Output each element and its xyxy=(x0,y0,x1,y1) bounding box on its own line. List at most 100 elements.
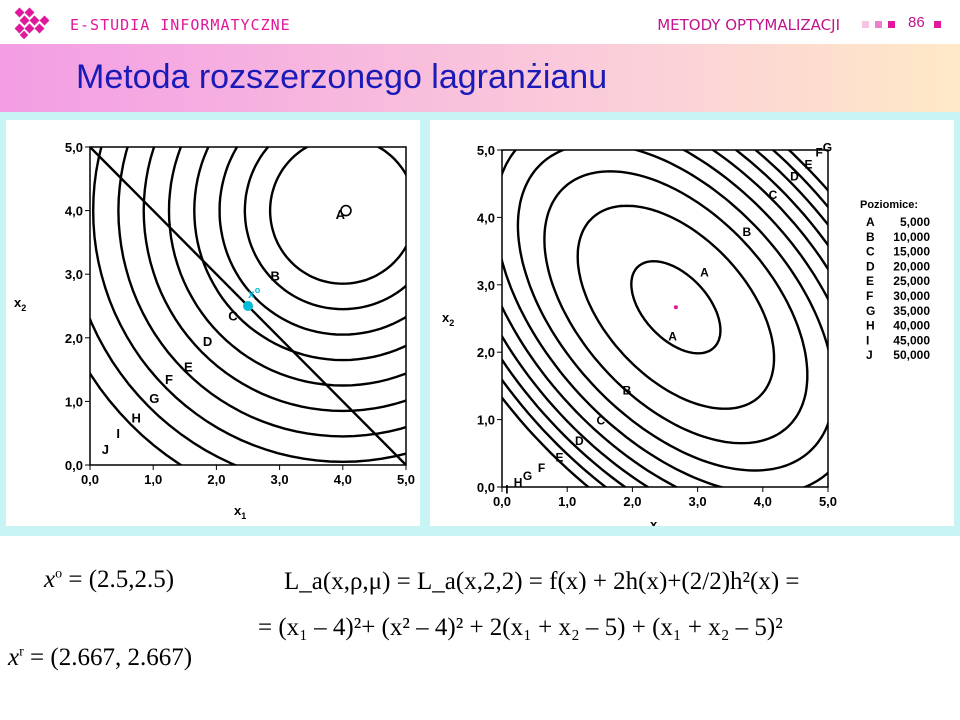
contour-line xyxy=(193,147,406,362)
contour-label: B xyxy=(743,225,752,239)
xr-formula: xr = (2.667, 2.667) xyxy=(8,644,192,672)
legend-key: H xyxy=(866,319,875,333)
course-title: METODY OPTYMALIZACJI xyxy=(657,16,840,34)
legend-value: 15,000 xyxy=(893,245,930,259)
y-tick-label: 5,0 xyxy=(65,140,83,155)
x-tick-label: 2,0 xyxy=(623,494,641,509)
lagrangian-formula-line2: = (x₁ – 4)²+ (x² – 4)² + 2(x₁ + x₂ – 5) … xyxy=(258,614,783,641)
legend-value: 45,000 xyxy=(893,333,930,347)
contour-label: A xyxy=(668,329,677,343)
x-tick-label: 0,0 xyxy=(493,494,511,509)
slide-title: Metoda rozszerzonego lagranżianu xyxy=(76,58,608,96)
legend-key: G xyxy=(866,304,875,318)
left-contour-plot: 0,0 1,0 2,0 3,0 4,0 5,0 0,0 1,0 2,0 3,0 4,0 5,0 x1 x2… xyxy=(14,140,415,521)
contour-line xyxy=(502,150,828,487)
contour-label: B xyxy=(623,383,632,397)
legend-key: B xyxy=(866,230,875,244)
y-tick-label: 2,0 xyxy=(65,331,83,346)
contour-label: D xyxy=(575,434,584,448)
x-tick-label: 4,0 xyxy=(334,472,352,487)
lagrangian-formula-line1: L_a(x,ρ,μ) = L_a(x,2,2) = f(x) + 2h(x)+(… xyxy=(284,568,800,595)
xr-symbol: x xyxy=(8,644,20,671)
x-tick-label: 3,0 xyxy=(689,494,707,509)
x-tick-label: 4,0 xyxy=(754,494,772,509)
contour-line xyxy=(167,147,406,387)
y-tick-label: 4,0 xyxy=(477,210,495,225)
contour-line xyxy=(91,147,406,464)
contour-line xyxy=(502,150,828,487)
legend-value: 5,000 xyxy=(900,215,930,229)
legend-value: 30,000 xyxy=(893,289,930,303)
contour-label: I xyxy=(505,482,508,496)
contour-label: A xyxy=(700,265,709,279)
contour-line xyxy=(576,204,776,410)
contour-line xyxy=(142,147,406,413)
legend-key: A xyxy=(866,215,875,229)
brand-name: E-STUDIA INFORMATYCZNE xyxy=(70,16,291,34)
logo-icon xyxy=(14,7,50,40)
contour-label: G xyxy=(149,391,159,406)
legend-value: 25,000 xyxy=(893,274,930,288)
x-axis-label: x1 xyxy=(650,517,662,526)
right-figure-panel: 0,0 1,0 2,0 3,0 4,0 5,0 0,0 1,0 2,0 3,0 4,0 5,0 x1 x2… xyxy=(430,120,954,535)
y-tick-label: 0,0 xyxy=(65,458,83,473)
legend-key: J xyxy=(866,348,873,362)
y-axis-label: x2 xyxy=(14,295,26,313)
contour-label: G xyxy=(523,469,532,483)
page-indicator xyxy=(862,21,895,28)
legend-value: 40,000 xyxy=(893,319,930,333)
contour-label: D xyxy=(790,170,799,184)
contour-label: C xyxy=(228,309,238,324)
x0-formula: xo = (2.5,2.5) xyxy=(44,566,174,594)
legend-value: 50,000 xyxy=(893,348,930,362)
page-number: 86 xyxy=(908,14,925,31)
contour-line xyxy=(117,147,406,438)
xr-superscript: r xyxy=(19,644,24,660)
plot-frame xyxy=(501,149,829,488)
contour-label: B xyxy=(271,268,280,283)
contour-label: F xyxy=(816,145,823,159)
x0-superscript: o xyxy=(55,566,63,582)
x-tick-label: 1,0 xyxy=(558,494,576,509)
plot-frame xyxy=(89,146,407,466)
y-tick-label: 1,0 xyxy=(477,413,495,428)
y-tick-label: 3,0 xyxy=(65,267,83,282)
title-band xyxy=(0,44,960,112)
contour-label: E xyxy=(184,359,193,374)
y-tick-label: 5,0 xyxy=(477,143,495,158)
indicator-square xyxy=(934,21,941,28)
contour-label: E xyxy=(555,451,563,465)
contour-line xyxy=(502,150,828,487)
y-axis-label: x2 xyxy=(442,310,454,328)
contour-label: H xyxy=(132,410,141,425)
optimum-point-marker xyxy=(673,305,678,310)
contour-line xyxy=(543,170,809,445)
legend-key: F xyxy=(866,289,873,303)
contour-label: J xyxy=(102,442,109,457)
contour-label: D xyxy=(203,334,212,349)
contour-label: G xyxy=(823,141,832,155)
left-figure-panel: 0,0 1,0 2,0 3,0 4,0 5,0 0,0 1,0 2,0 3,0 4,0 5,0 x1 x2… xyxy=(6,120,420,526)
legend-title: Poziomice: xyxy=(860,199,918,211)
figures-area: 0,0 1,0 2,0 3,0 4,0 5,0 0,0 1,0 2,0 3,0 4,0 5,0 x1 x2… xyxy=(0,112,960,536)
indicator-square xyxy=(862,21,869,28)
y-tick-label: 4,0 xyxy=(65,204,83,219)
x-tick-label: 1,0 xyxy=(144,472,162,487)
x-tick-label: 0,0 xyxy=(81,472,99,487)
contour-label: C xyxy=(769,188,778,202)
legend-key: E xyxy=(866,274,874,288)
contour-line xyxy=(630,259,722,355)
contour-line xyxy=(502,150,828,487)
x0-symbol: x xyxy=(44,566,56,593)
contour-line xyxy=(516,150,828,472)
minimum-marker xyxy=(340,204,352,217)
x-axis-label: x1 xyxy=(234,503,246,521)
contour-label: A xyxy=(336,207,346,222)
start-point-marker xyxy=(243,301,253,311)
indicator-square xyxy=(875,21,882,28)
xr-value: = (2.667, 2.667) xyxy=(23,644,193,671)
contour-label: E xyxy=(804,157,812,171)
start-point-label: xo xyxy=(248,285,261,301)
contour-line xyxy=(243,147,406,311)
legend-key: I xyxy=(866,333,869,347)
